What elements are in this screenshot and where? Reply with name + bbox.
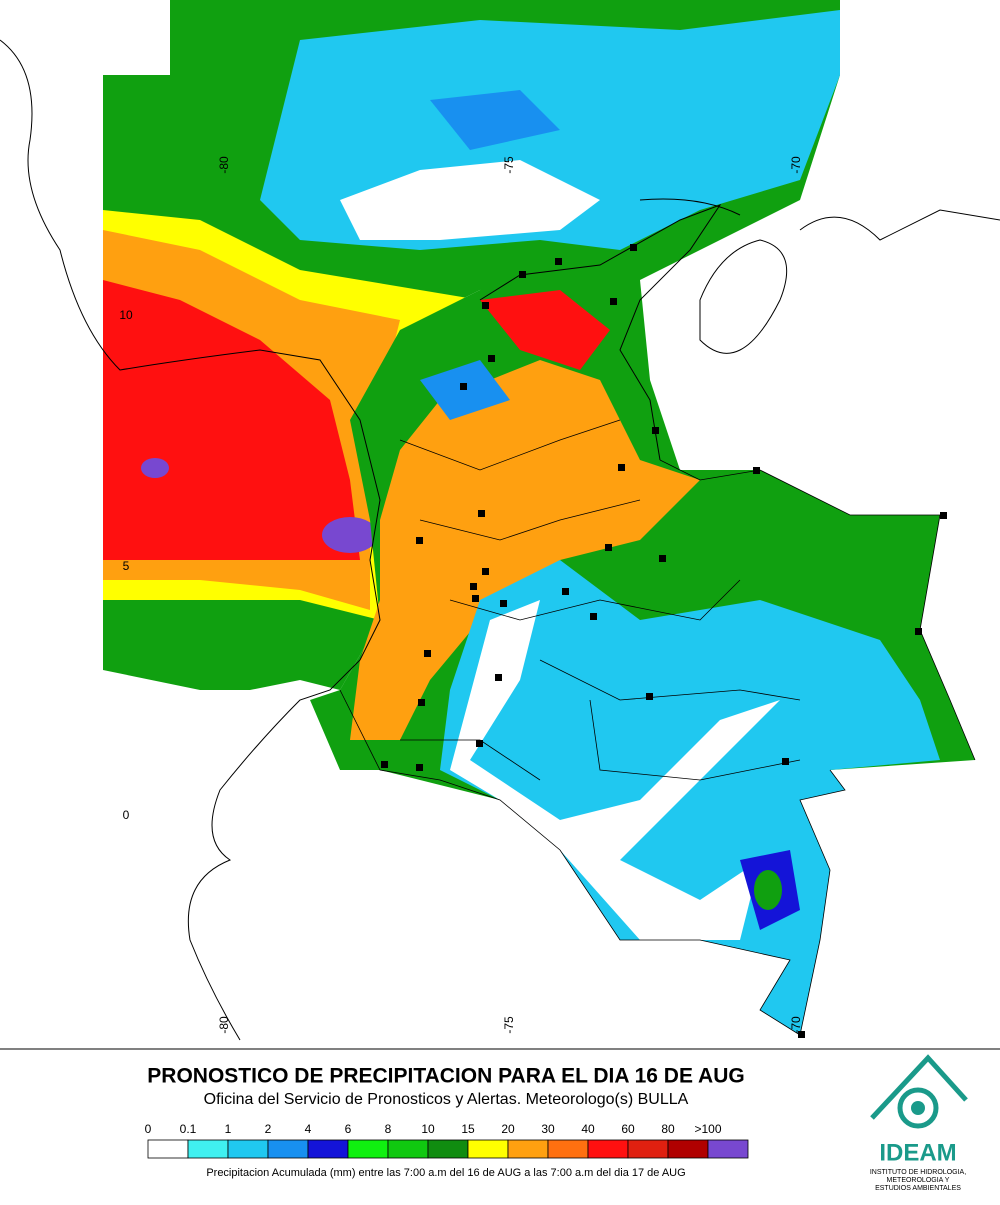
map [0,0,1000,1050]
precip-field [754,870,782,910]
latitude-label: 0 [123,808,130,822]
legend-swatch [707,1139,749,1159]
legend-swatch [387,1139,429,1159]
legend-label: 30 [541,1122,555,1136]
legend-label: 0.1 [180,1122,197,1136]
department-border [399,419,801,781]
precip-field [322,517,378,553]
legend-label: 1 [225,1122,232,1136]
legend-swatch [587,1139,629,1159]
longitude-label: -75 [502,1016,516,1034]
legend-swatch [227,1139,269,1159]
latitude-label: 10 [119,308,133,322]
legend-label: >100 [694,1122,721,1136]
longitude-label: -70 [789,1016,803,1034]
legend-label: 60 [621,1122,635,1136]
legend-swatch [307,1139,349,1159]
legend-label: 15 [461,1122,475,1136]
precip-field [103,280,360,560]
legend-label: 6 [345,1122,352,1136]
legend-swatch [347,1139,389,1159]
legend-label: 8 [385,1122,392,1136]
legend-caption: Precipitacion Acumulada (mm) entre las 7… [206,1167,685,1179]
legend: 0 0.1 1 2 4 6 8 10 15 20 30 40 60 80 >100 [145,1122,749,1159]
longitude-label: -80 [217,1016,231,1034]
latitude-label: 5 [123,559,130,573]
precip-field [440,560,940,1035]
legend-label: 80 [661,1122,675,1136]
coastline [0,39,381,1041]
legend-swatch [547,1139,589,1159]
logo-line: METEOROLOGIA Y [887,1177,950,1184]
longitude-label: -80 [217,156,231,174]
stations [381,244,947,1038]
legend-label: 10 [421,1122,435,1136]
country-border [339,459,976,1036]
legend-swatch [147,1139,189,1159]
precip-field [340,160,600,240]
legend-label: 0 [145,1122,152,1136]
longitude-label: -75 [502,156,516,174]
legend-swatch [187,1139,229,1159]
subtitle: Oficina del Servicio de Pronosticos y Al… [204,1091,689,1108]
legend-swatch [267,1139,309,1159]
legend-label: 40 [581,1122,595,1136]
legend-swatch [467,1139,509,1159]
legend-swatch [427,1139,469,1159]
logo-name: IDEAM [879,1139,956,1166]
precip-field [141,458,169,478]
legend-label: 2 [265,1122,272,1136]
logo-line: INSTITUTO DE HIDROLOGIA, [870,1169,966,1176]
title: PRONOSTICO DE PRECIPITACION PARA EL DIA … [147,1065,744,1088]
legend-swatch [627,1139,669,1159]
legend-label: 20 [501,1122,515,1136]
graticule-labels: -80 -75 -70 -80 -75 -70 10 5 0 [119,156,803,1034]
coastline [699,239,788,354]
precip-field [430,90,560,150]
coastline [639,198,1000,241]
legend-swatch [507,1139,549,1159]
longitude-label: -70 [789,156,803,174]
precip-field [450,600,780,940]
legend-label: 4 [305,1122,312,1136]
logo: IDEAM INSTITUTO DE HIDROLOGIA,METEOROLOG… [870,1054,968,1192]
precip-field [480,290,610,370]
legend-swatch [667,1139,709,1159]
logo-line: ESTUDIOS AMBIENTALES [875,1185,961,1192]
precip-field [350,360,700,740]
coastline [479,203,722,461]
